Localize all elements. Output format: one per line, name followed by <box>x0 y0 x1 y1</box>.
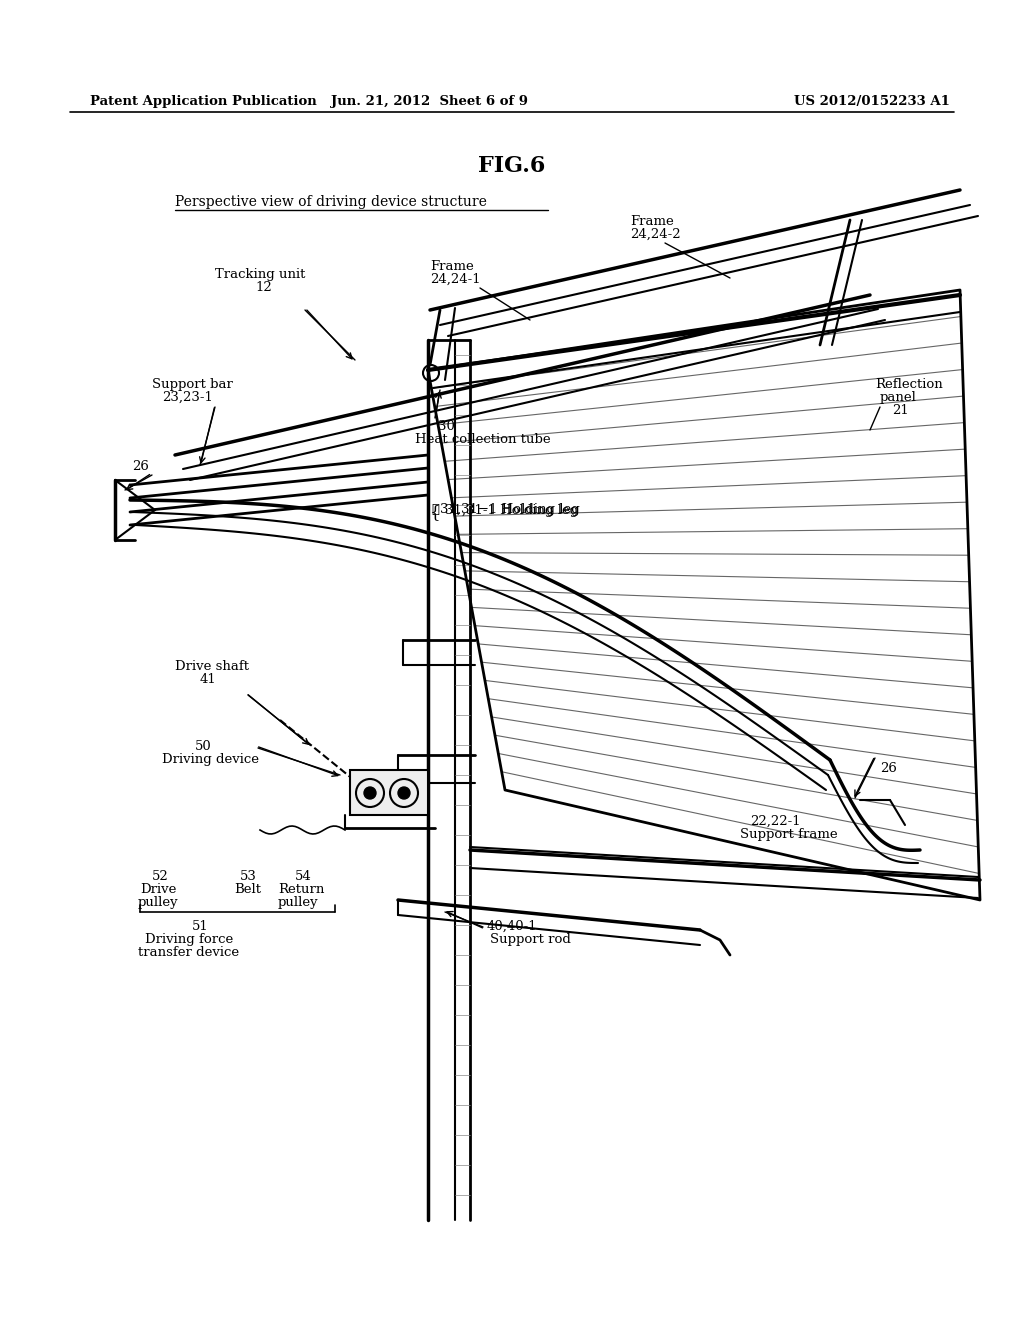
Text: pulley: pulley <box>138 896 178 909</box>
Text: {: { <box>430 504 440 521</box>
Text: transfer device: transfer device <box>138 946 240 960</box>
Text: Drive shaft: Drive shaft <box>175 660 249 673</box>
Text: panel: panel <box>880 391 916 404</box>
Text: 52: 52 <box>152 870 169 883</box>
Text: Frame: Frame <box>630 215 674 228</box>
Polygon shape <box>428 290 980 900</box>
Text: Support frame: Support frame <box>740 828 838 841</box>
Text: Return: Return <box>278 883 325 896</box>
Text: Tracking unit: Tracking unit <box>215 268 305 281</box>
Bar <box>350 770 428 814</box>
Text: Drive: Drive <box>140 883 176 896</box>
Text: Driving force: Driving force <box>145 933 233 946</box>
Text: pulley: pulley <box>278 896 318 909</box>
Text: Jun. 21, 2012  Sheet 6 of 9: Jun. 21, 2012 Sheet 6 of 9 <box>332 95 528 108</box>
Text: 40,40-1: 40,40-1 <box>487 920 538 933</box>
Text: 41: 41 <box>200 673 217 686</box>
Text: Reflection: Reflection <box>874 378 943 391</box>
Text: 54: 54 <box>295 870 311 883</box>
Circle shape <box>364 787 376 799</box>
Text: 31,31-1 Holding leg: 31,31-1 Holding leg <box>445 504 579 517</box>
Circle shape <box>398 787 410 799</box>
Text: Heat collection tube: Heat collection tube <box>415 433 551 446</box>
Text: 21: 21 <box>892 404 908 417</box>
Text: 50: 50 <box>195 741 212 752</box>
Text: 26: 26 <box>880 762 897 775</box>
Text: 26: 26 <box>132 459 148 473</box>
Text: US 2012/0152233 A1: US 2012/0152233 A1 <box>795 95 950 108</box>
Text: 24,24-2: 24,24-2 <box>630 228 681 242</box>
Text: ⌟31,31−1 Holding leg: ⌟31,31−1 Holding leg <box>432 503 580 516</box>
Text: Patent Application Publication: Patent Application Publication <box>90 95 316 108</box>
Text: Perspective view of driving device structure: Perspective view of driving device struc… <box>175 195 486 209</box>
Text: 51: 51 <box>191 920 208 933</box>
Text: Driving device: Driving device <box>162 752 259 766</box>
Text: Support rod: Support rod <box>490 933 570 946</box>
Text: 24,24-1: 24,24-1 <box>430 273 480 286</box>
Text: FIG.6: FIG.6 <box>478 154 546 177</box>
Text: 22,22-1: 22,22-1 <box>750 814 801 828</box>
Text: 12: 12 <box>255 281 271 294</box>
Text: 30: 30 <box>438 420 455 433</box>
Text: Frame: Frame <box>430 260 474 273</box>
Text: 53: 53 <box>240 870 257 883</box>
Text: Belt: Belt <box>234 883 261 896</box>
Text: 23,23-1: 23,23-1 <box>162 391 213 404</box>
Text: Support bar: Support bar <box>152 378 232 391</box>
